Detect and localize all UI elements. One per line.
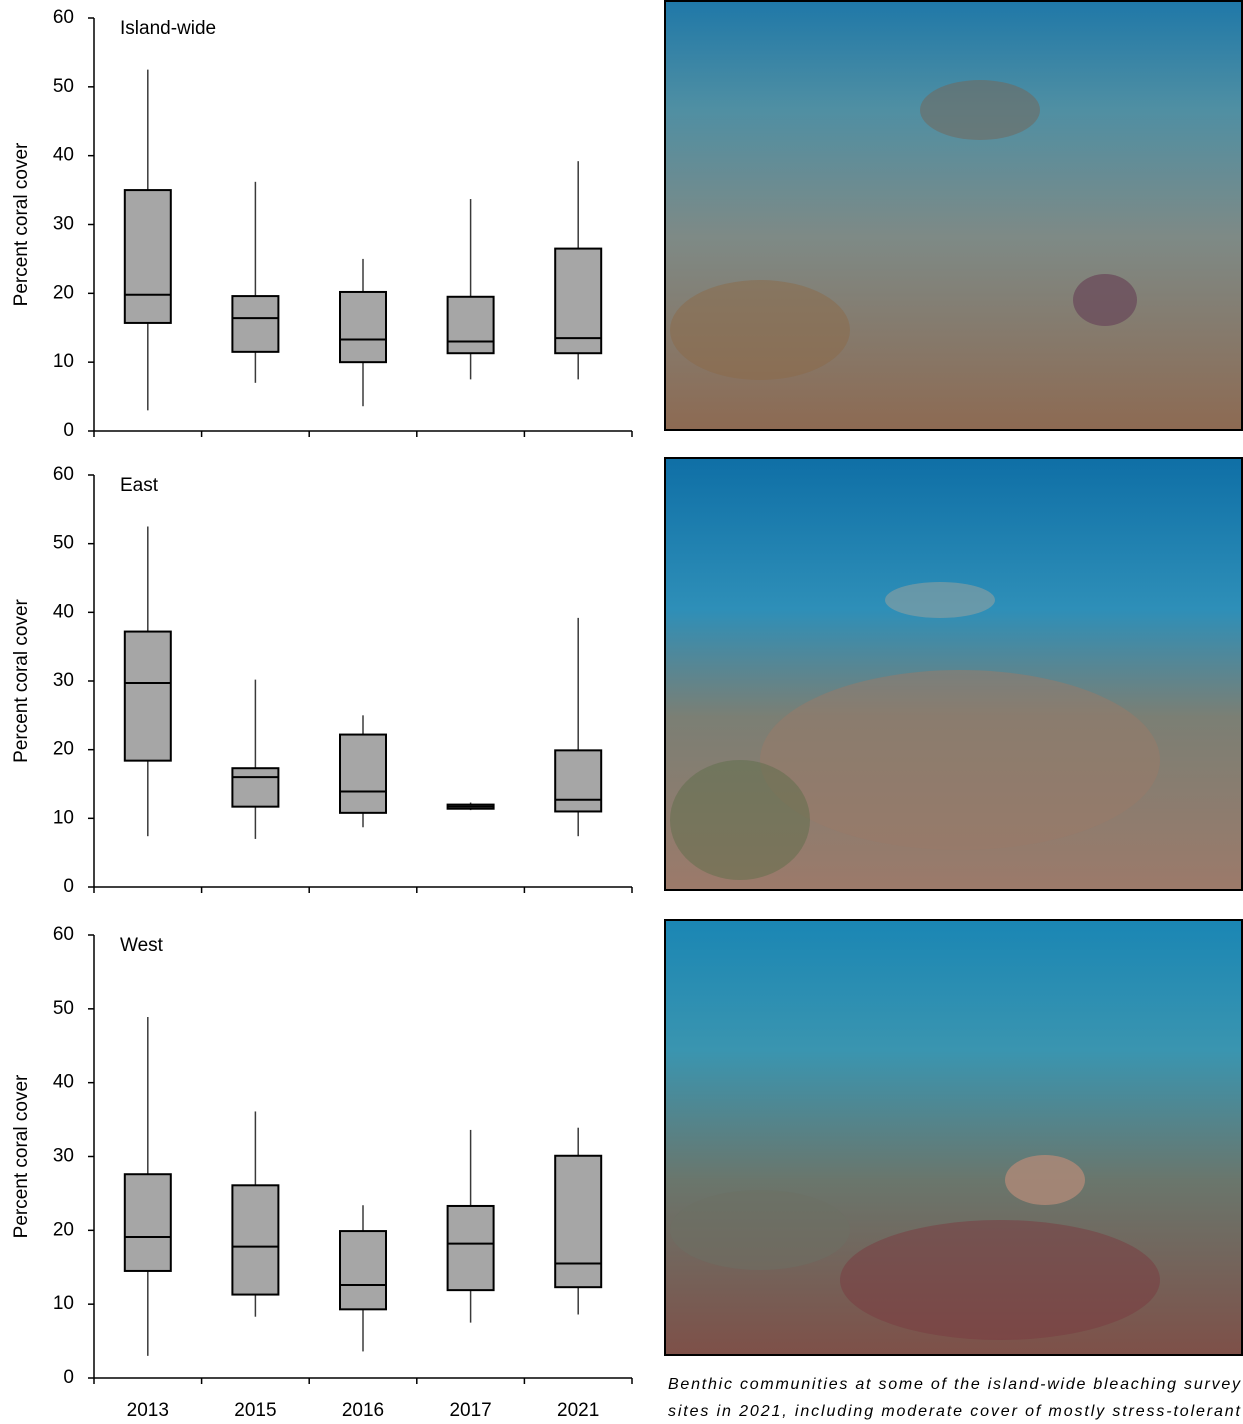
box	[232, 1185, 278, 1294]
y-tick-label: 30	[53, 1146, 74, 1167]
photo	[665, 458, 1242, 890]
box	[125, 1174, 171, 1271]
y-axis-label: Percent coral cover	[11, 142, 32, 306]
chart-title: Island-wide	[120, 18, 216, 39]
y-tick-label: 40	[53, 601, 74, 622]
y-tick-label: 10	[53, 1293, 74, 1314]
x-tick-label: 2013	[127, 1400, 169, 1421]
y-tick-label: 50	[53, 76, 74, 97]
y-tick-label: 20	[53, 739, 74, 760]
box	[125, 190, 171, 323]
y-tick-label: 60	[53, 464, 74, 485]
y-tick-label: 40	[53, 145, 74, 166]
y-tick-label: 20	[53, 282, 74, 303]
y-tick-label: 60	[53, 924, 74, 945]
photo	[665, 920, 1242, 1355]
caption: sites in 2021, including moderate cover …	[668, 1403, 1241, 1420]
y-tick-label: 60	[53, 7, 74, 28]
box	[232, 296, 278, 352]
y-tick-label: 40	[53, 1072, 74, 1093]
box	[448, 1206, 494, 1290]
box	[125, 632, 171, 761]
box	[340, 1231, 386, 1309]
y-tick-label: 20	[53, 1219, 74, 1240]
box	[555, 1156, 601, 1287]
chart-title: West	[120, 935, 164, 956]
y-tick-label: 0	[63, 420, 74, 441]
y-tick-label: 0	[63, 1367, 74, 1388]
box	[448, 297, 494, 353]
y-tick-label: 0	[63, 876, 74, 897]
caption: Benthic communities at some of the islan…	[668, 1376, 1241, 1393]
y-tick-label: 50	[53, 998, 74, 1019]
y-axis-label: Percent coral cover	[11, 1074, 32, 1238]
x-tick-label: 2021	[557, 1400, 599, 1421]
y-tick-label: 30	[53, 214, 74, 235]
y-tick-label: 10	[53, 807, 74, 828]
box	[232, 768, 278, 806]
chart-title: East	[120, 475, 159, 496]
box	[340, 292, 386, 362]
box	[555, 750, 601, 811]
y-tick-label: 10	[53, 351, 74, 372]
x-tick-label: 2016	[342, 1400, 384, 1421]
y-tick-label: 50	[53, 533, 74, 554]
photo	[665, 1, 1242, 430]
box	[340, 735, 386, 813]
y-tick-label: 30	[53, 670, 74, 691]
figure: Benthic communities at some of the islan…	[0, 0, 1243, 1424]
y-axis-label: Percent coral cover	[11, 598, 32, 762]
x-tick-label: 2017	[449, 1400, 491, 1421]
x-tick-label: 2015	[234, 1400, 276, 1421]
